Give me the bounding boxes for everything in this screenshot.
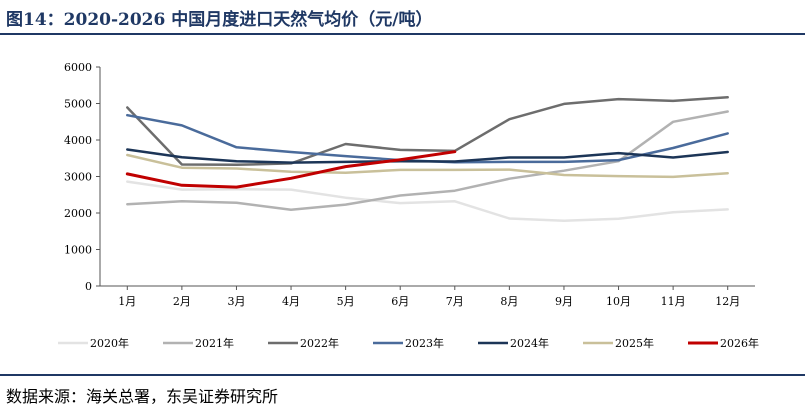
y-tick-label: 1000	[64, 244, 92, 257]
source-note: 数据来源：海关总署，东吴证券研究所	[6, 387, 279, 406]
x-tick-label: 12月	[715, 295, 740, 308]
series-line-2026年	[125, 150, 457, 189]
x-tick-label: 7月	[446, 295, 464, 308]
legend-label: 2026年	[720, 336, 759, 350]
series-line-2024年	[126, 148, 729, 164]
figure-title: 图14：2020-2026 中国月度进口天然气均价（元/吨）	[6, 10, 433, 30]
plot-lines	[125, 96, 729, 222]
series-line-2025年	[126, 153, 729, 179]
legend-label: 2021年	[195, 336, 234, 350]
x-tick-label: 1月	[118, 295, 136, 308]
x-tick-label: 11月	[661, 295, 686, 308]
x-tick-label: 4月	[282, 295, 300, 308]
x-tick-label: 2月	[173, 295, 191, 308]
title-rule	[0, 33, 805, 35]
y-tick-label: 4000	[64, 134, 92, 147]
y-tick-label: 0	[85, 280, 92, 293]
legend-label: 2020年	[90, 336, 129, 350]
y-tick-label: 2000	[64, 207, 92, 220]
legend-label: 2022年	[300, 336, 339, 350]
x-tick-label: 6月	[391, 295, 409, 308]
y-tick-label: 5000	[64, 98, 92, 111]
axes: 0 1000 2000 3000 4000 5000 6000 1月 2月 3月 4月 5月 6月 7月 8…	[64, 61, 755, 308]
x-tick-label: 8月	[500, 295, 518, 308]
series-line-2022年	[126, 96, 729, 167]
x-tick-label: 5月	[337, 295, 355, 308]
legend-label: 2024年	[510, 336, 549, 350]
source-rule	[0, 374, 805, 376]
series-line-2020年	[126, 180, 729, 222]
y-tick-label: 3000	[64, 171, 92, 184]
legend-label: 2025年	[615, 336, 654, 350]
line-chart: 0 1000 2000 3000 4000 5000 6000 1月 2月 3月 4月 5月 6月 7月 8…	[58, 61, 759, 350]
y-tick-label: 6000	[64, 61, 92, 74]
legend-label: 2023年	[405, 336, 444, 350]
x-tick-label: 9月	[555, 295, 573, 308]
x-tick-label: 3月	[227, 295, 245, 308]
x-tick-label: 10月	[606, 295, 631, 308]
legend: 2020年 2021年 2022年 2023年 2024年 2025年 2026年	[58, 336, 759, 350]
